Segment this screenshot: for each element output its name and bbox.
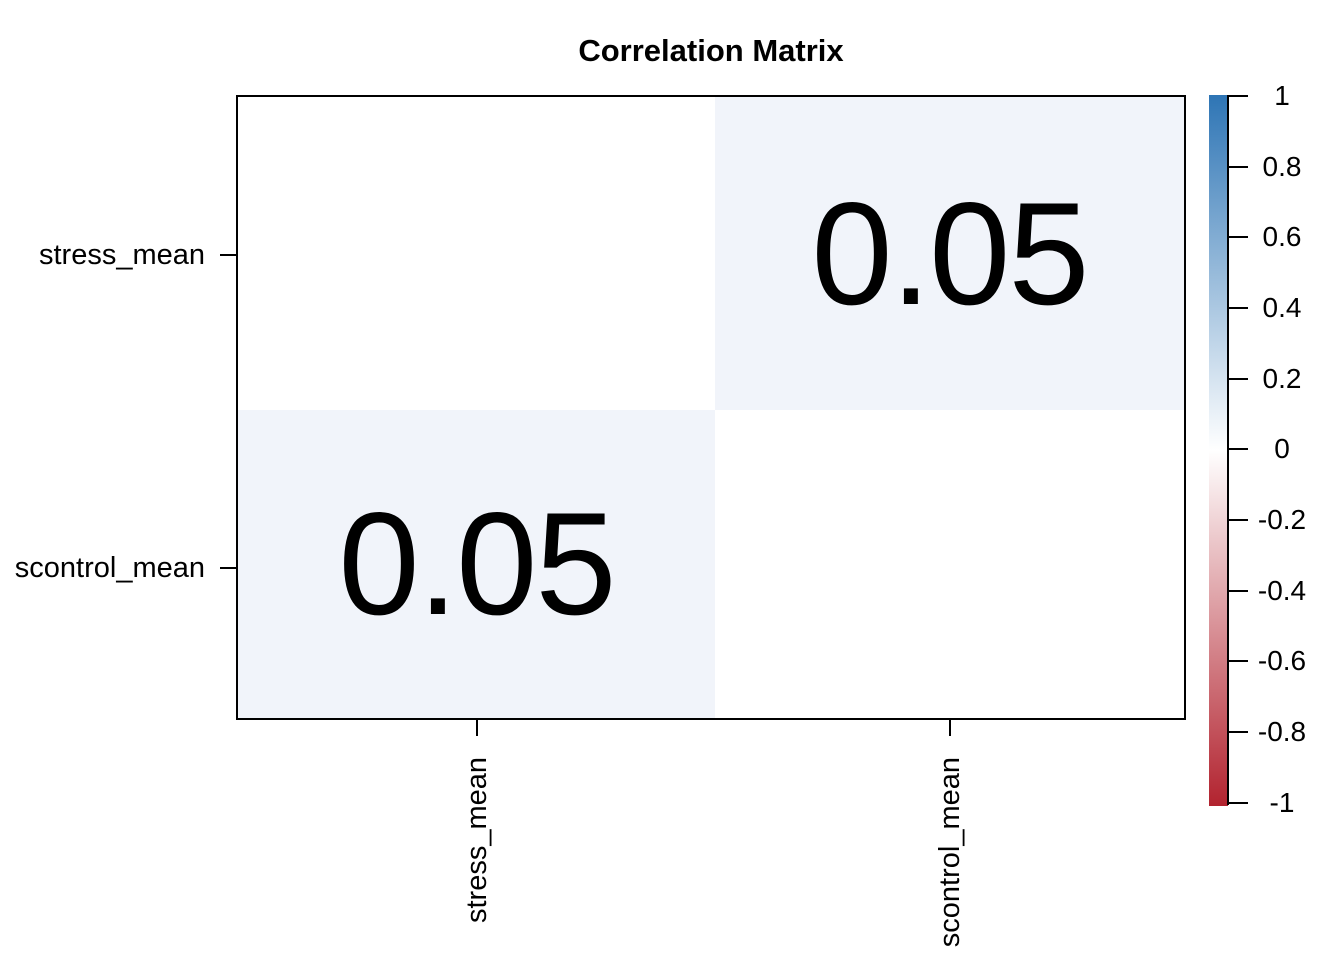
correlation-value-label: 0.05: [811, 171, 1089, 335]
colorbar-tick: [1229, 519, 1248, 521]
cell-stress-stress: [238, 97, 715, 410]
colorbar-tick: [1229, 166, 1248, 168]
y-axis-label-stress-mean: stress_mean: [38, 239, 205, 271]
y-axis-tick: [220, 254, 236, 256]
colorbar-tick-label: 0.8: [1262, 151, 1302, 182]
cell-stress-scontrol: 0.05: [715, 97, 1184, 410]
colorbar-tick-label: 1: [1274, 80, 1290, 111]
correlation-value-label: 0.05: [338, 482, 616, 645]
colorbar-tick-label: 0.6: [1262, 221, 1302, 252]
cell-scontrol-stress: 0.05: [238, 410, 715, 718]
heatmap-plot-area: 0.05 0.05: [236, 95, 1186, 720]
colorbar-tick: [1229, 590, 1248, 592]
y-axis-label-scontrol-mean: scontrol_mean: [14, 552, 205, 584]
x-axis-tick: [949, 720, 951, 736]
colorbar-tick-label: -0.8: [1257, 716, 1307, 747]
colorbar-tick-label: 0.2: [1262, 363, 1302, 394]
colorbar-axis-line: [1227, 95, 1229, 805]
y-axis-tick: [220, 567, 236, 569]
x-axis-tick: [476, 720, 478, 736]
colorbar-gradient: [1209, 95, 1228, 806]
cell-scontrol-scontrol: [715, 410, 1184, 718]
colorbar-tick-label: -0.4: [1257, 575, 1307, 606]
colorbar-tick: [1229, 95, 1248, 97]
x-axis-label-stress-mean: stress_mean: [461, 757, 493, 924]
colorbar-tick: [1229, 731, 1248, 733]
colorbar-tick-label: -0.2: [1257, 504, 1307, 535]
chart-title: Correlation Matrix: [578, 33, 844, 68]
colorbar-tick: [1229, 802, 1248, 804]
colorbar-tick: [1229, 378, 1248, 380]
colorbar-tick-label: -1: [1269, 787, 1295, 818]
colorbar-tick: [1229, 660, 1248, 662]
colorbar-tick-label: -0.6: [1257, 645, 1307, 676]
colorbar-tick-label: 0.4: [1262, 292, 1302, 323]
colorbar-tick: [1229, 307, 1248, 309]
colorbar-tick: [1229, 236, 1248, 238]
x-axis-label-scontrol-mean: scontrol_mean: [934, 757, 966, 948]
colorbar-tick-label: 0: [1274, 433, 1290, 464]
colorbar-tick: [1229, 448, 1248, 450]
